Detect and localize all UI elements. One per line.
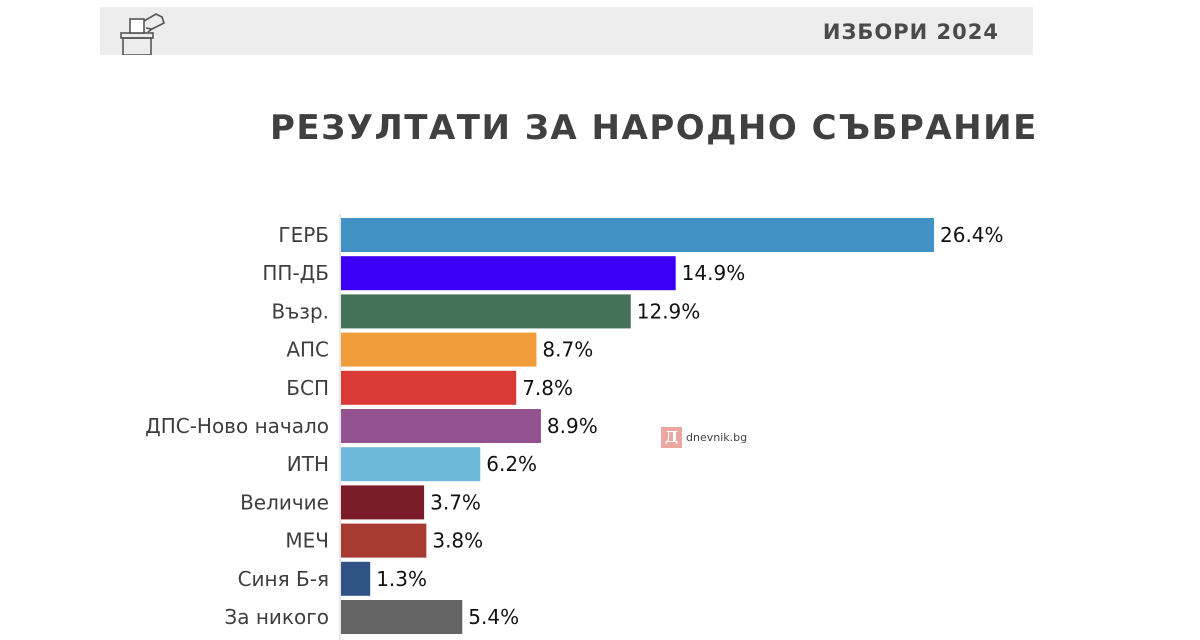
value-label-8: 3.7%: [430, 490, 481, 514]
category-label-3: Възр.: [271, 299, 329, 323]
header-bar: ИЗБОРИ 2024: [100, 7, 1033, 55]
value-label-9: 3.8%: [432, 529, 483, 553]
dnevnik-logo: Д: [661, 427, 682, 448]
value-label-3: 12.9%: [637, 299, 701, 323]
chart-title: РЕЗУЛТАТИ ЗА НАРОДНО СЪБРАНИЕ: [270, 108, 1038, 148]
bar-3: [341, 294, 631, 329]
category-label-11: За никого: [224, 605, 329, 629]
value-label-11: 5.4%: [468, 605, 519, 629]
bar-4: [341, 332, 537, 367]
watermark-text: dnevnik.bg: [686, 431, 748, 444]
bar-10: [341, 561, 371, 596]
bar-7: [341, 447, 481, 482]
category-label-8: Величие: [240, 490, 329, 514]
category-label-4: АПС: [286, 338, 329, 362]
category-label-7: ИТН: [287, 452, 329, 476]
bar-1: [341, 218, 934, 252]
value-label-6: 8.9%: [547, 414, 598, 438]
bar-5: [341, 370, 517, 405]
value-label-2: 14.9%: [682, 261, 746, 285]
ballot-box-icon: [120, 13, 165, 55]
bar-2: [341, 256, 676, 291]
value-label-7: 6.2%: [486, 452, 537, 476]
category-label-2: ПП-ДБ: [262, 261, 329, 285]
bar-9: [341, 523, 427, 558]
value-label-1: 26.4%: [940, 223, 1004, 247]
category-label-6: ДПС-Ново начало: [145, 414, 329, 438]
category-label-1: ГЕРБ: [278, 223, 329, 247]
category-label-10: Синя Б-я: [238, 567, 329, 591]
category-label-5: БСП: [286, 376, 329, 400]
bar-6: [341, 409, 541, 443]
category-label-9: МЕЧ: [285, 529, 329, 553]
value-label-5: 7.8%: [522, 376, 573, 400]
header-label: ИЗБОРИ 2024: [822, 20, 999, 44]
value-label-4: 8.7%: [542, 338, 593, 362]
value-label-10: 1.3%: [376, 567, 427, 591]
bar-8: [341, 485, 425, 520]
bar-11: [341, 600, 463, 634]
